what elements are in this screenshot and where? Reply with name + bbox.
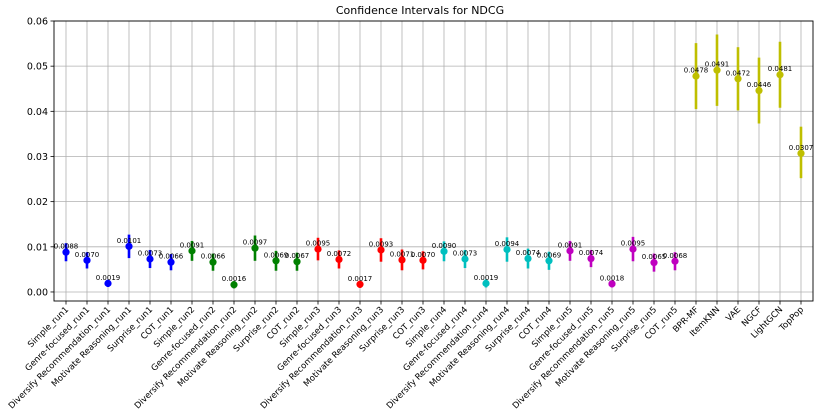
- data-label: 0.0068: [663, 252, 688, 260]
- data-label: 0.0066: [159, 253, 184, 261]
- data-point: [356, 280, 364, 288]
- data-label: 0.0071: [390, 250, 415, 258]
- data-point: [671, 257, 679, 265]
- data-point: [167, 258, 175, 266]
- data-label: 0.0067: [285, 252, 310, 260]
- data-point: [566, 247, 574, 255]
- data-point: [734, 75, 742, 83]
- data-marks: [62, 34, 805, 289]
- data-label: 0.0073: [138, 250, 163, 258]
- data-label: 0.0074: [516, 249, 541, 257]
- data-label: 0.0018: [600, 274, 625, 282]
- data-label: 0.0088: [54, 243, 79, 251]
- data-point: [692, 72, 700, 80]
- data-label: 0.0073: [453, 250, 478, 258]
- data-point: [482, 279, 490, 287]
- data-point: [335, 255, 343, 264]
- data-point: [608, 280, 616, 288]
- data-label: 0.0101: [117, 237, 142, 245]
- data-point: [629, 245, 637, 253]
- y-tick-label: 0.04: [27, 107, 48, 118]
- data-label: 0.0472: [726, 69, 751, 77]
- data-label: 0.0446: [747, 81, 772, 89]
- data-point: [440, 247, 448, 255]
- data-label: 0.0097: [243, 239, 268, 247]
- data-point: [524, 254, 532, 263]
- data-label: 0.0093: [369, 240, 394, 248]
- plot-frame: [53, 20, 814, 302]
- data-label: 0.0091: [180, 241, 205, 249]
- data-point: [104, 279, 112, 287]
- data-label: 0.0491: [705, 61, 730, 69]
- y-tick-label: 0.02: [27, 197, 48, 208]
- y-tick-label: 0.05: [27, 62, 48, 73]
- data-label: 0.0016: [222, 275, 247, 283]
- data-labels: 0.00880.00700.00190.01010.00730.00660.00…: [54, 61, 814, 284]
- data-point: [650, 259, 658, 267]
- data-label: 0.0478: [684, 67, 709, 75]
- data-label: 0.0094: [495, 240, 520, 248]
- data-point: [587, 254, 595, 263]
- data-label: 0.0065: [642, 253, 667, 261]
- data-point: [755, 86, 763, 95]
- data-point: [545, 257, 553, 265]
- data-label: 0.0069: [537, 251, 562, 259]
- data-point: [419, 256, 427, 264]
- y-tick-label: 0.00: [27, 287, 48, 298]
- data-label: 0.0019: [96, 274, 121, 282]
- data-point: [797, 149, 805, 157]
- data-label: 0.0069: [264, 251, 289, 259]
- data-label: 0.0095: [621, 240, 646, 248]
- y-tick-label: 0.03: [27, 152, 48, 163]
- data-label: 0.0070: [411, 251, 436, 259]
- data-point: [62, 248, 70, 256]
- data-point: [377, 246, 385, 254]
- data-point: [188, 247, 196, 255]
- data-point: [251, 244, 259, 252]
- data-label: 0.0072: [327, 250, 352, 258]
- data-point: [314, 245, 322, 253]
- data-label: 0.0481: [768, 65, 793, 73]
- axes: 0.000.010.020.030.040.050.06Simple_run1G…: [7, 17, 814, 411]
- data-label: 0.0095: [306, 240, 331, 248]
- data-point: [230, 281, 238, 289]
- data-point: [209, 258, 217, 266]
- data-point: [776, 71, 784, 79]
- data-point: [293, 258, 301, 266]
- chart-title: Confidence Intervals for NDCG: [336, 4, 504, 17]
- data-label: 0.0066: [201, 253, 226, 261]
- data-label: 0.0074: [579, 249, 604, 257]
- data-label: 0.0019: [474, 274, 499, 282]
- data-label: 0.0070: [75, 251, 100, 259]
- y-tick-label: 0.01: [27, 242, 48, 253]
- data-point: [125, 242, 133, 250]
- data-point: [503, 245, 511, 254]
- data-point: [461, 255, 469, 263]
- data-label: 0.0307: [789, 144, 814, 152]
- data-label: 0.0017: [348, 275, 373, 283]
- data-label: 0.0091: [558, 241, 583, 249]
- data-point: [398, 256, 406, 264]
- data-point: [146, 255, 154, 263]
- data-label: 0.0090: [432, 242, 457, 250]
- data-point: [713, 66, 721, 74]
- data-point: [83, 256, 91, 264]
- data-point: [272, 257, 280, 265]
- y-tick-label: 0.06: [27, 17, 48, 28]
